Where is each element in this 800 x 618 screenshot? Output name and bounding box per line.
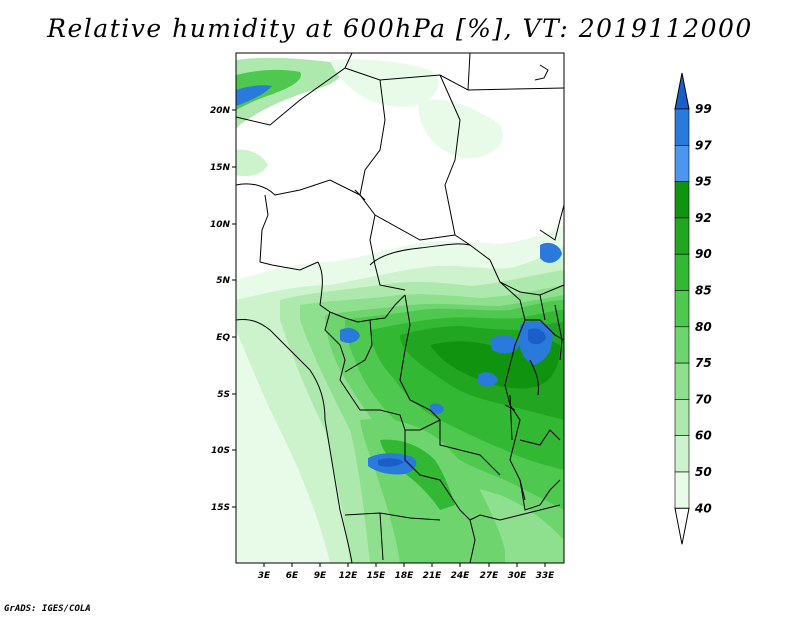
colorbar-cell bbox=[674, 253, 690, 291]
colorbar-label: 80 bbox=[695, 320, 712, 334]
colorbar-cell bbox=[674, 217, 690, 255]
country-borders bbox=[235, 52, 565, 564]
colorbar-cap-top bbox=[674, 72, 690, 110]
chart-title: Relative humidity at 600hPa [%], VT: 201… bbox=[47, 14, 753, 43]
colorbar-label: 70 bbox=[695, 392, 712, 406]
lat-label-5s: 5S bbox=[217, 390, 230, 400]
lon-label-24e: 24E bbox=[451, 571, 471, 581]
colorbar-label: 50 bbox=[695, 465, 712, 479]
lon-label-21e: 21E bbox=[423, 571, 443, 581]
colorbar-cell bbox=[674, 290, 690, 328]
lon-label-30e: 30E bbox=[508, 571, 528, 581]
colorbar-cell bbox=[674, 108, 690, 146]
lat-label-10s: 10S bbox=[211, 446, 230, 456]
colorbar-cell bbox=[674, 181, 690, 219]
lat-label-15s: 15S bbox=[211, 503, 230, 513]
lat-label-eq: EQ bbox=[216, 333, 230, 343]
colorbar-label: 99 bbox=[695, 102, 712, 116]
lon-label-15e: 15E bbox=[367, 571, 387, 581]
lon-label-12e: 12E bbox=[339, 571, 359, 581]
colorbar-label: 90 bbox=[695, 247, 712, 261]
lat-label-15n: 15N bbox=[210, 163, 231, 173]
colorbar-cell bbox=[674, 435, 690, 473]
colorbar-label: 75 bbox=[695, 356, 712, 370]
colorbar-label: 97 bbox=[695, 138, 712, 152]
lon-axis: 3E 6E 9E 12E 15E 18E 21E 24E 27E 30E 33E bbox=[258, 563, 555, 581]
lon-label-9e: 9E bbox=[314, 571, 327, 581]
lon-label-18e: 18E bbox=[395, 571, 415, 581]
grads-credit: GrADS: IGES/COLA bbox=[4, 604, 91, 614]
colorbar: 99 97 95 92 90 85 80 75 70 60 50 40 bbox=[674, 72, 712, 545]
lon-label-6e: 6E bbox=[286, 571, 299, 581]
colorbar-cell bbox=[674, 326, 690, 364]
colorbar-cell bbox=[674, 471, 690, 509]
lat-label-5n: 5N bbox=[216, 276, 230, 286]
colorbar-cap-bottom bbox=[674, 507, 690, 545]
colorbar-label: 40 bbox=[694, 501, 712, 515]
lat-label-20n: 20N bbox=[210, 106, 231, 116]
lon-label-33e: 33E bbox=[536, 571, 556, 581]
lat-label-10n: 10N bbox=[210, 220, 231, 230]
colorbar-label: 85 bbox=[695, 284, 712, 298]
colorbar-cell bbox=[674, 362, 690, 400]
map-frame bbox=[235, 52, 565, 564]
colorbar-label: 60 bbox=[695, 429, 712, 443]
humidity-field bbox=[236, 53, 564, 563]
colorbar-label: 92 bbox=[695, 211, 712, 225]
lon-label-3e: 3E bbox=[258, 571, 271, 581]
lon-label-27e: 27E bbox=[480, 571, 500, 581]
colorbar-cell bbox=[674, 399, 690, 436]
colorbar-cell bbox=[674, 145, 690, 182]
colorbar-label: 95 bbox=[695, 175, 712, 189]
lat-axis: 20N 15N 10N 5N EQ 5S 10S 15S bbox=[210, 106, 236, 513]
